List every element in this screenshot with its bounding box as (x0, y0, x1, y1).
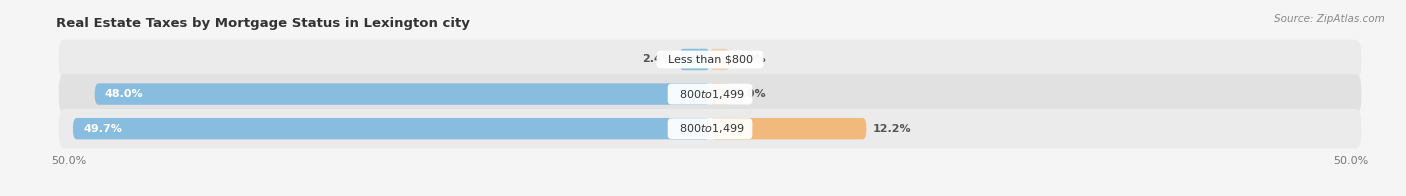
FancyBboxPatch shape (710, 49, 730, 70)
Text: Less than $800: Less than $800 (661, 54, 759, 64)
FancyBboxPatch shape (59, 74, 1361, 114)
FancyBboxPatch shape (59, 40, 1361, 79)
Text: 12.2%: 12.2% (873, 124, 911, 134)
Text: 2.4%: 2.4% (643, 54, 673, 64)
Text: 49.7%: 49.7% (83, 124, 122, 134)
FancyBboxPatch shape (679, 49, 710, 70)
FancyBboxPatch shape (94, 83, 710, 105)
Text: $800 to $1,499: $800 to $1,499 (672, 122, 748, 135)
Text: $800 to $1,499: $800 to $1,499 (672, 88, 748, 101)
FancyBboxPatch shape (59, 109, 1361, 148)
FancyBboxPatch shape (73, 118, 710, 139)
Text: 0.0%: 0.0% (735, 54, 766, 64)
Text: 0.0%: 0.0% (735, 89, 766, 99)
Text: 48.0%: 48.0% (105, 89, 143, 99)
FancyBboxPatch shape (710, 118, 866, 139)
Text: Source: ZipAtlas.com: Source: ZipAtlas.com (1274, 14, 1385, 24)
Text: Real Estate Taxes by Mortgage Status in Lexington city: Real Estate Taxes by Mortgage Status in … (56, 17, 470, 30)
FancyBboxPatch shape (710, 83, 730, 105)
